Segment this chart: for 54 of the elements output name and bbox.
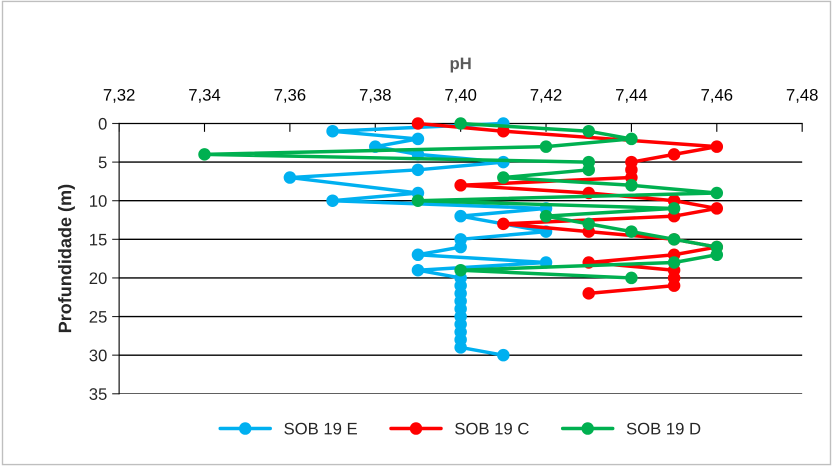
- point: [540, 140, 552, 153]
- point: [454, 117, 467, 130]
- point: [540, 210, 552, 222]
- y-tick-label: 15: [90, 234, 107, 246]
- point: [326, 194, 339, 207]
- legend-label: SOB 19 E: [284, 422, 357, 435]
- point: [497, 171, 510, 184]
- x-tick-label: 7,38: [360, 88, 391, 103]
- y-tick-label: 35: [89, 388, 107, 400]
- y-tick-label: 10: [90, 195, 107, 207]
- point: [412, 164, 424, 176]
- legend-label: SOB 19 D: [626, 422, 700, 435]
- legend-label: SOB 19 C: [455, 422, 529, 435]
- point: [668, 148, 680, 161]
- point: [625, 132, 638, 146]
- point: [582, 124, 595, 138]
- point: [412, 117, 424, 130]
- point: [625, 225, 638, 238]
- y-tick-label: 20: [90, 272, 107, 284]
- point: [625, 272, 638, 284]
- x-axis-title: pH: [450, 58, 471, 73]
- point: [497, 218, 510, 230]
- point: [454, 210, 467, 222]
- x-tick-label: 7,34: [189, 88, 220, 103]
- y-tick-label: 5: [98, 156, 107, 168]
- x-tick-label: 7,32: [104, 88, 135, 103]
- y-tick-label: 30: [89, 350, 107, 362]
- y-tick-label: 25: [90, 310, 107, 323]
- point: [625, 179, 638, 192]
- point: [454, 179, 467, 192]
- point: [326, 124, 339, 138]
- x-tick-label: 7,40: [445, 88, 476, 103]
- x-tick-label: 7,44: [616, 89, 648, 103]
- x-tick-label: 7,48: [786, 88, 818, 103]
- point: [412, 194, 424, 207]
- y-tick-label: 0: [98, 118, 107, 130]
- point: [710, 202, 724, 215]
- point: [582, 218, 595, 230]
- point: [710, 140, 724, 153]
- point: [412, 132, 424, 146]
- x-tick-label: 7,36: [274, 88, 306, 103]
- point: [497, 348, 510, 362]
- point: [668, 256, 680, 269]
- point: [668, 202, 680, 215]
- point: [412, 264, 424, 276]
- point: [582, 287, 595, 300]
- x-tick-label: 7,46: [701, 88, 732, 103]
- point: [198, 148, 211, 161]
- point: [412, 248, 424, 262]
- y-axis-title: Profundidade (m): [58, 184, 75, 332]
- point: [284, 171, 296, 184]
- point: [454, 264, 467, 276]
- x-tick-label: 7,42: [530, 88, 562, 103]
- point: [710, 186, 724, 200]
